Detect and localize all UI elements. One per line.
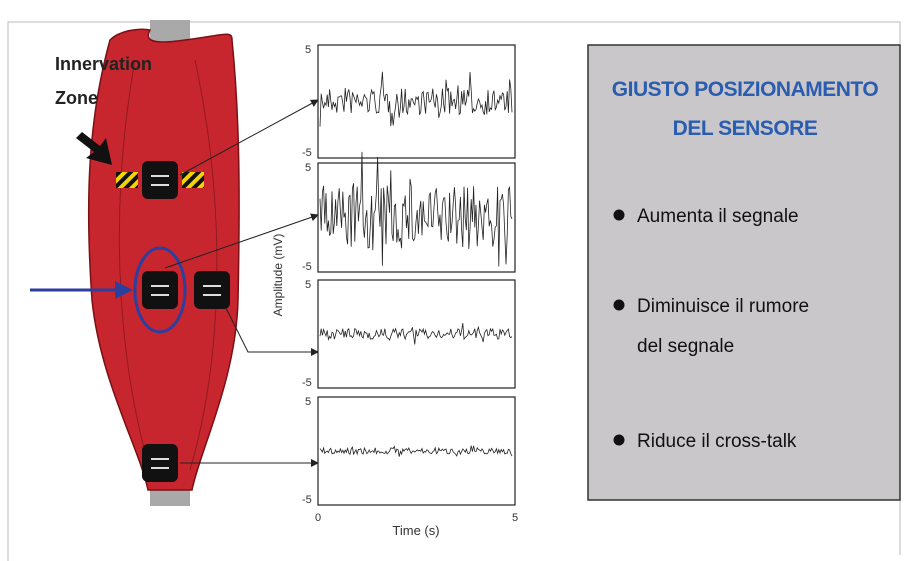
y-tick-label: 5 xyxy=(305,44,311,56)
page: {"muscle": {"label_lines": ["Innervation… xyxy=(0,0,908,561)
sensor xyxy=(142,161,178,199)
sensor xyxy=(142,271,178,309)
y-axis-label: Amplitude (mV) xyxy=(271,234,285,317)
sensor xyxy=(194,271,230,309)
y-tick-label: 5 xyxy=(305,279,311,291)
figure: Innervation Zone 5 -5 5 -5 5 -5 5 -5 Amplitude … xyxy=(0,0,908,561)
y-tick-label: 5 xyxy=(305,396,311,408)
bullet-text: Diminuisce il rumore xyxy=(637,296,809,317)
y-tick-label: -5 xyxy=(302,261,312,273)
bullet-text: Aumenta il segnale xyxy=(637,206,799,227)
hazard-stripe xyxy=(182,172,204,188)
bullet-text: Riduce il cross-talk xyxy=(637,431,797,452)
panel-title: GIUSTO POSIZIONAMENTO xyxy=(612,78,879,101)
sensor xyxy=(142,444,178,482)
bullet-dot xyxy=(614,300,625,311)
panel-title: DEL SENSORE xyxy=(673,117,818,140)
hazard-stripe xyxy=(116,172,138,188)
y-tick-label: -5 xyxy=(302,377,312,389)
y-tick-label: 5 xyxy=(305,162,311,174)
y-tick-label: -5 xyxy=(302,494,312,506)
bullet-dot xyxy=(614,435,625,446)
x-tick-label: 0 xyxy=(315,512,321,524)
y-tick-label: -5 xyxy=(302,147,312,159)
bullet-dot xyxy=(614,210,625,221)
bullet-text: del segnale xyxy=(637,336,734,357)
x-tick-label: 5 xyxy=(512,512,518,524)
innervation-label: Innervation xyxy=(55,54,152,74)
innervation-label: Zone xyxy=(55,88,98,108)
x-axis-label: Time (s) xyxy=(392,523,439,538)
